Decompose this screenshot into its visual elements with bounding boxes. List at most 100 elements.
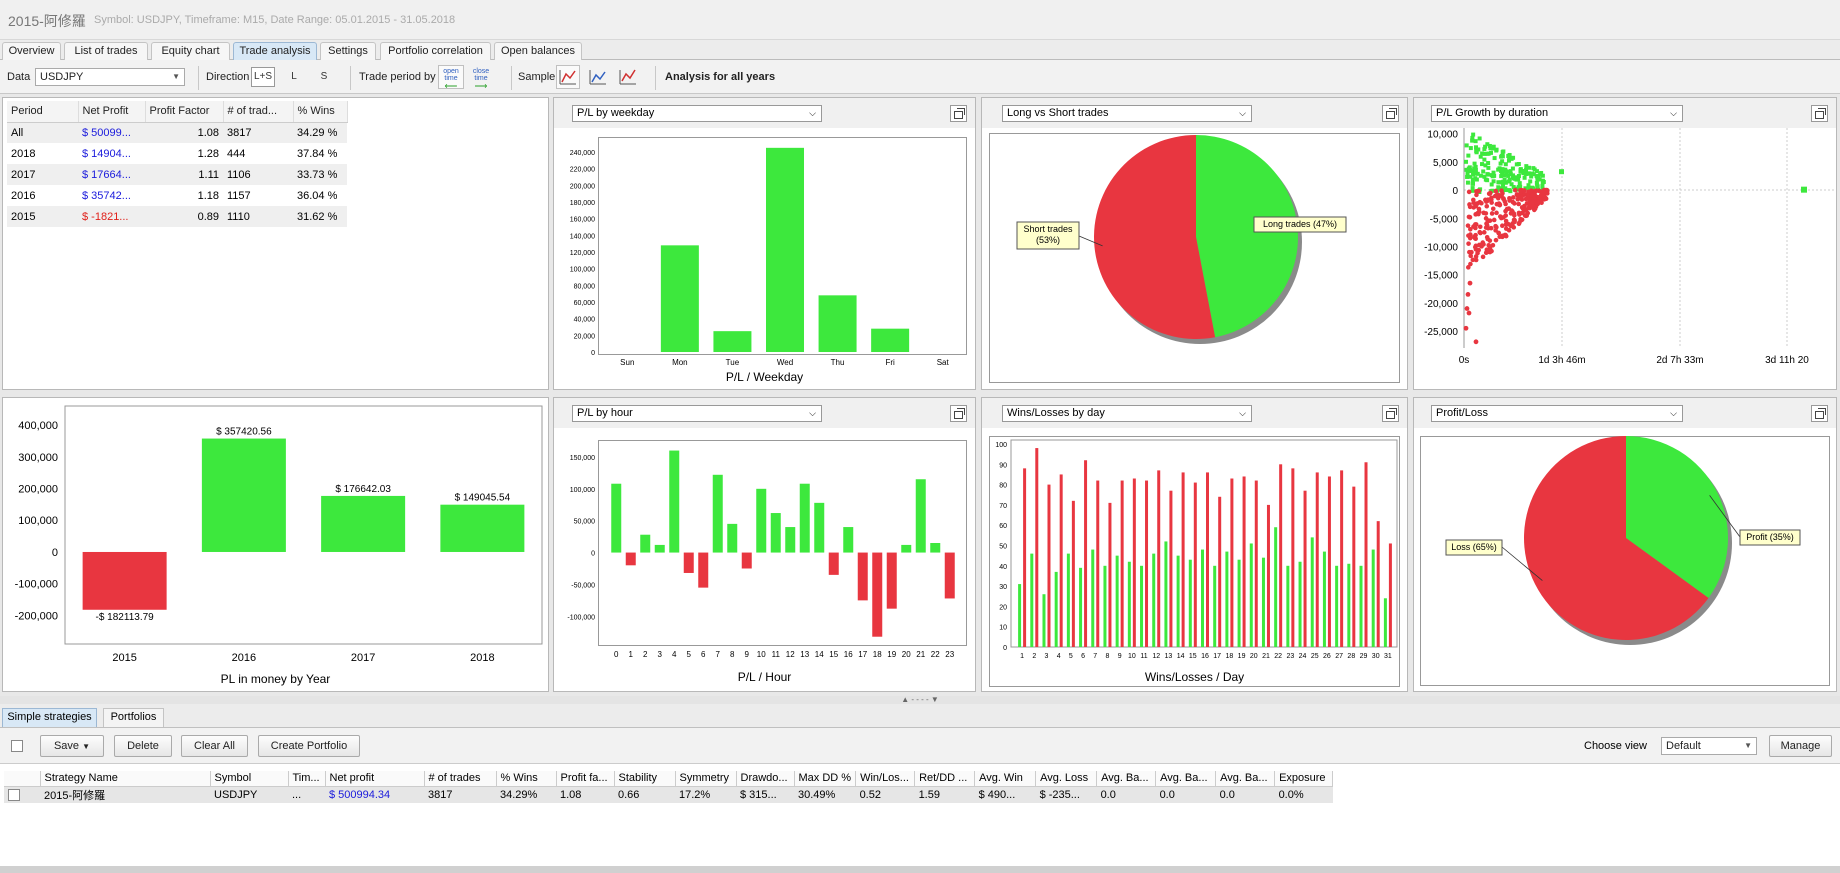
delete-button[interactable]: Delete [114, 735, 172, 757]
direction-short-button[interactable]: S [320, 71, 328, 82]
profit-point [1517, 181, 1522, 186]
tab-settings[interactable]: Settings [320, 42, 376, 60]
hour-bar [799, 483, 810, 553]
net-profit-cell: $ 500994.34 [325, 786, 424, 803]
col-symmetry[interactable]: Symmetry [675, 771, 737, 787]
maximize-icon[interactable] [1811, 405, 1828, 422]
col-symbol[interactable]: Symbol [210, 771, 289, 787]
loss-bar [1327, 476, 1331, 647]
col-ret-dd[interactable]: Ret/DD ... [914, 771, 976, 787]
col-avg-bars-2[interactable]: Avg. Ba... [1155, 771, 1217, 787]
hour-bar [915, 479, 926, 553]
col-avg-win[interactable]: Avg. Win [974, 771, 1037, 787]
col-stability[interactable]: Stability [614, 771, 676, 787]
profit-point [1531, 172, 1536, 177]
year-bar [201, 438, 286, 552]
data-select[interactable]: USDJPY ▼ [35, 68, 185, 86]
col-avg-bars-1[interactable]: Avg. Ba... [1096, 771, 1157, 787]
loss-point [1479, 200, 1484, 206]
maximize-icon[interactable] [950, 405, 967, 422]
col-trades[interactable]: # of trades [424, 771, 497, 787]
save-button[interactable]: Save ▼ [40, 735, 104, 757]
profit-loss-select[interactable]: Profit/Loss ⌵ [1431, 405, 1683, 422]
table-row[interactable]: 2018 $ 14904... 1.28 444 37.84 % [7, 143, 347, 164]
loss-point [1471, 197, 1476, 203]
long-short-select[interactable]: Long vs Short trades ⌵ [1002, 105, 1252, 122]
tab-open-balances[interactable]: Open balances [494, 42, 582, 60]
col-trades[interactable]: # of trad... [223, 101, 294, 123]
col-profit-factor[interactable]: Profit fa... [556, 771, 615, 787]
col-wins[interactable]: % Wins [293, 101, 348, 123]
sample-all-icon[interactable] [556, 65, 580, 89]
profit-point [1522, 175, 1527, 180]
profit-point [1503, 162, 1508, 167]
hour-bar [944, 552, 955, 599]
col-avg-loss[interactable]: Avg. Loss [1035, 771, 1098, 787]
table-row[interactable]: 2017 $ 17664... 1.11 1106 33.73 % [7, 164, 347, 185]
maximize-icon[interactable] [950, 105, 967, 122]
col-win-loss[interactable]: Win/Los... [855, 771, 916, 787]
sample-is-icon[interactable] [586, 65, 610, 89]
clear-all-button[interactable]: Clear All [181, 735, 248, 757]
loss-point [1529, 188, 1534, 193]
pie-slice [1626, 436, 1728, 598]
x-tick-label: 2018 [470, 652, 494, 664]
close-time-button[interactable]: close time ⟶ [468, 65, 494, 91]
maximize-icon[interactable] [1382, 105, 1399, 122]
col-timeframe[interactable]: Tim... [288, 771, 326, 787]
col-period[interactable]: Period [7, 101, 79, 123]
tab-portfolios[interactable]: Portfolios [103, 708, 164, 727]
max-dd-cell: 30.49% [794, 786, 856, 803]
loss-point [1507, 195, 1512, 201]
table-row[interactable]: 2016 $ 35742... 1.18 1157 36.04 % [7, 185, 347, 206]
period-table-panel: Period Net Profit Profit Factor # of tra… [2, 97, 549, 390]
col-drawdown[interactable]: Drawdo... [736, 771, 795, 787]
win-bar [1091, 549, 1095, 647]
strategy-row[interactable]: 2015-阿修羅 USDJPY ... $ 500994.34 3817 34.… [4, 786, 1333, 803]
profit-point [1468, 174, 1473, 179]
open-time-button[interactable]: open time ⟵ [438, 65, 464, 91]
select-all-checkbox[interactable] [11, 740, 23, 752]
panel-header: P/L Growth by duration ⌵ [1414, 98, 1836, 128]
weekday-bar [660, 245, 699, 352]
tab-portfolio-correlation[interactable]: Portfolio correlation [380, 42, 491, 60]
maximize-icon[interactable] [1382, 405, 1399, 422]
winloss-caption: Wins/Losses / Day [1144, 670, 1245, 684]
growth-select[interactable]: P/L Growth by duration ⌵ [1431, 105, 1683, 122]
weekday-chart-select[interactable]: P/L by weekday ⌵ [572, 105, 822, 122]
profit-point [1511, 185, 1516, 190]
col-exposure[interactable]: Exposure [1274, 771, 1334, 787]
divider [655, 66, 656, 90]
view-select[interactable]: Default ▼ [1661, 737, 1757, 755]
table-row[interactable]: All $ 50099... 1.08 3817 34.29 % [7, 122, 347, 143]
col-profit-factor[interactable]: Profit Factor [145, 101, 224, 123]
profit-point [1471, 132, 1476, 137]
loss-point [1485, 197, 1491, 202]
win-bar [1359, 565, 1363, 647]
maximize-icon[interactable] [1811, 105, 1828, 122]
loss-point [1484, 203, 1490, 209]
sample-oos-icon[interactable] [616, 65, 640, 89]
col-avg-bars-3[interactable]: Avg. Ba... [1215, 771, 1276, 787]
period-cell: 2018 [11, 147, 36, 160]
create-portfolio-button[interactable]: Create Portfolio [258, 735, 360, 757]
direction-long-button[interactable]: L [291, 71, 297, 82]
row-checkbox[interactable] [8, 788, 20, 801]
tab-trade-analysis[interactable]: Trade analysis [233, 42, 317, 60]
col-net-profit[interactable]: Net Profit [78, 101, 146, 123]
tab-equity-chart[interactable]: Equity chart [151, 42, 230, 60]
manage-button[interactable]: Manage [1769, 735, 1832, 757]
tab-list-of-trades[interactable]: List of trades [64, 42, 148, 60]
direction-both-button[interactable]: L+S [251, 67, 275, 87]
tab-overview[interactable]: Overview [2, 42, 61, 60]
table-row[interactable]: 2015 $ -1821... 0.89 1110 31.62 % [7, 206, 347, 227]
col-net-profit[interactable]: Net profit [325, 771, 425, 787]
col-wins[interactable]: % Wins [496, 771, 557, 787]
splitter-handle[interactable]: ▲ - - - - ▼ [0, 696, 1840, 704]
tab-simple-strategies[interactable]: Simple strategies [2, 708, 97, 727]
col-strategy-name[interactable]: Strategy Name [40, 771, 211, 787]
winloss-select[interactable]: Wins/Losses by day ⌵ [1002, 405, 1252, 422]
hour-chart-select[interactable]: P/L by hour ⌵ [572, 405, 822, 422]
col-max-dd[interactable]: Max DD % [794, 771, 857, 787]
net-profit-cell: $ 50099... [78, 122, 145, 143]
